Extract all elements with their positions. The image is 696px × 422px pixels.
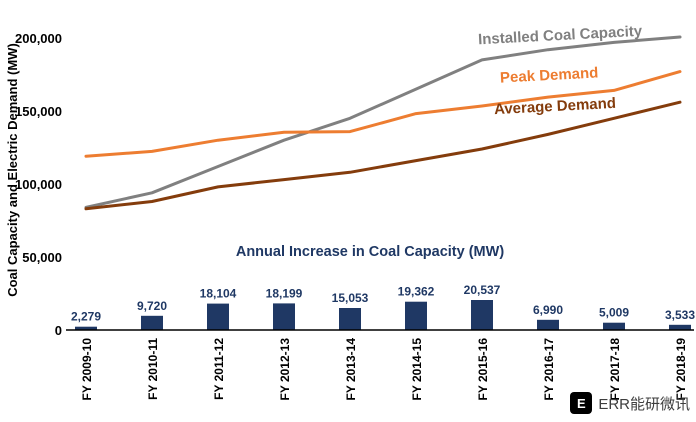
x-category-label: FY 2016-17 [542,338,556,401]
x-category-label: FY 2011-12 [212,338,226,400]
bar-value-label: 5,009 [599,306,629,320]
x-category-label: FY 2013-14 [344,338,358,401]
bar-value-label: 20,537 [464,283,501,297]
y-tick-label: 50,000 [22,250,62,265]
y-axis-title: Coal Capacity and Electric Demand (MW) [5,43,20,297]
watermark-text: ERR能研微讯 [598,395,690,413]
bar-value-label: 3,533 [665,308,695,322]
watermark: E ERR能研微讯 [570,392,690,414]
x-category-label: FY 2012-13 [278,338,292,401]
y-tick-label: 150,000 [15,104,62,119]
bar-value-label: 2,279 [71,310,101,324]
bar-annual-increase [405,301,427,330]
err-logo-icon: E [570,392,593,414]
bar-annual-increase [537,319,559,330]
bar-annual-increase [339,308,361,330]
bar-value-label: 18,199 [266,286,303,300]
bar-annual-increase [207,303,229,330]
bar-value-label: 9,720 [137,299,167,313]
y-tick-label: 0 [55,323,62,338]
bar-value-label: 15,053 [332,291,369,305]
x-category-label: FY 2009-10 [80,338,94,401]
line-series-0 [84,35,682,209]
line-series-1 [84,70,682,158]
bar-chart-title: Annual Increase in Coal Capacity (MW) [235,244,505,260]
x-category-label: FY 2015-16 [476,338,490,401]
bar-value-label: 18,104 [200,287,237,301]
bar-annual-increase [273,303,295,330]
x-category-label: FY 2017-18 [608,338,622,401]
bar-value-label: 6,990 [533,303,563,317]
bar-annual-increase [75,326,97,330]
bar-annual-increase [141,315,163,330]
y-tick-label: 100,000 [15,177,62,192]
line-series-2 [84,100,682,211]
x-category-label: FY 2010-11 [146,338,160,400]
bar-annual-increase [603,322,625,330]
x-category-label: FY 2014-15 [410,338,424,401]
bar-annual-increase [471,300,493,330]
bar-value-label: 19,362 [398,285,435,299]
y-tick-label: 200,000 [15,31,62,46]
bar-annual-increase [669,324,691,330]
x-category-label: FY 2018-19 [674,338,688,401]
